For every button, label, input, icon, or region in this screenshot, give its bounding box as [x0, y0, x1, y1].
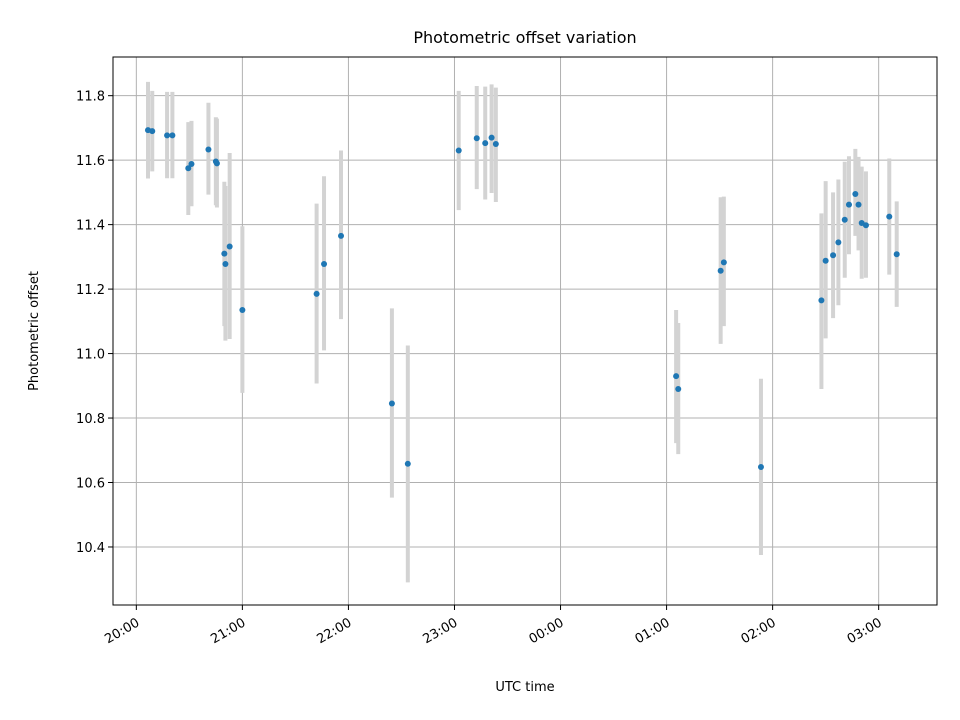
data-point [313, 290, 320, 297]
data-point [205, 146, 212, 153]
point-layer [144, 127, 900, 471]
data-point [185, 165, 192, 172]
data-point [852, 191, 859, 197]
y-tick-label: 10.4 [76, 541, 105, 556]
data-point [404, 460, 411, 467]
data-point [473, 135, 480, 142]
plot-frame [112, 56, 938, 606]
data-point [221, 250, 228, 257]
data-point [830, 252, 837, 259]
data-point [822, 257, 829, 264]
data-point [149, 128, 156, 135]
data-point [492, 141, 499, 148]
y-tick-label: 11.6 [76, 154, 105, 169]
data-point [818, 297, 825, 304]
data-point [222, 260, 229, 267]
data-point [188, 161, 195, 168]
data-point [717, 267, 724, 274]
data-point [675, 386, 682, 393]
x-axis-label: UTC time [495, 680, 554, 695]
y-axis-label: Photometric offset [27, 271, 42, 391]
data-point [455, 147, 462, 154]
data-point [338, 232, 345, 239]
data-point [862, 222, 869, 229]
data-point [239, 307, 246, 314]
data-point [673, 373, 680, 380]
data-point [488, 134, 495, 141]
data-point [886, 213, 893, 220]
grid-layer [113, 57, 937, 605]
data-point [388, 400, 395, 407]
y-tick-label: 11.0 [76, 348, 105, 363]
y-tick-label: 10.6 [76, 477, 105, 492]
chart-title: Photometric offset variation [413, 28, 636, 47]
y-tick-label: 11.2 [76, 283, 105, 298]
data-point [169, 132, 176, 139]
data-point [835, 239, 842, 246]
y-tick-label: 10.8 [76, 412, 105, 427]
data-point [164, 132, 171, 139]
data-point [226, 243, 233, 250]
y-tick-label: 11.8 [76, 90, 105, 105]
data-point [841, 216, 848, 223]
data-point [893, 251, 900, 258]
data-point [855, 201, 862, 208]
data-point [720, 259, 727, 266]
data-point [213, 160, 220, 167]
data-point [482, 140, 489, 147]
y-tick-label: 11.4 [76, 219, 105, 234]
data-point [757, 464, 764, 471]
data-point [321, 260, 328, 267]
data-point [845, 201, 852, 208]
